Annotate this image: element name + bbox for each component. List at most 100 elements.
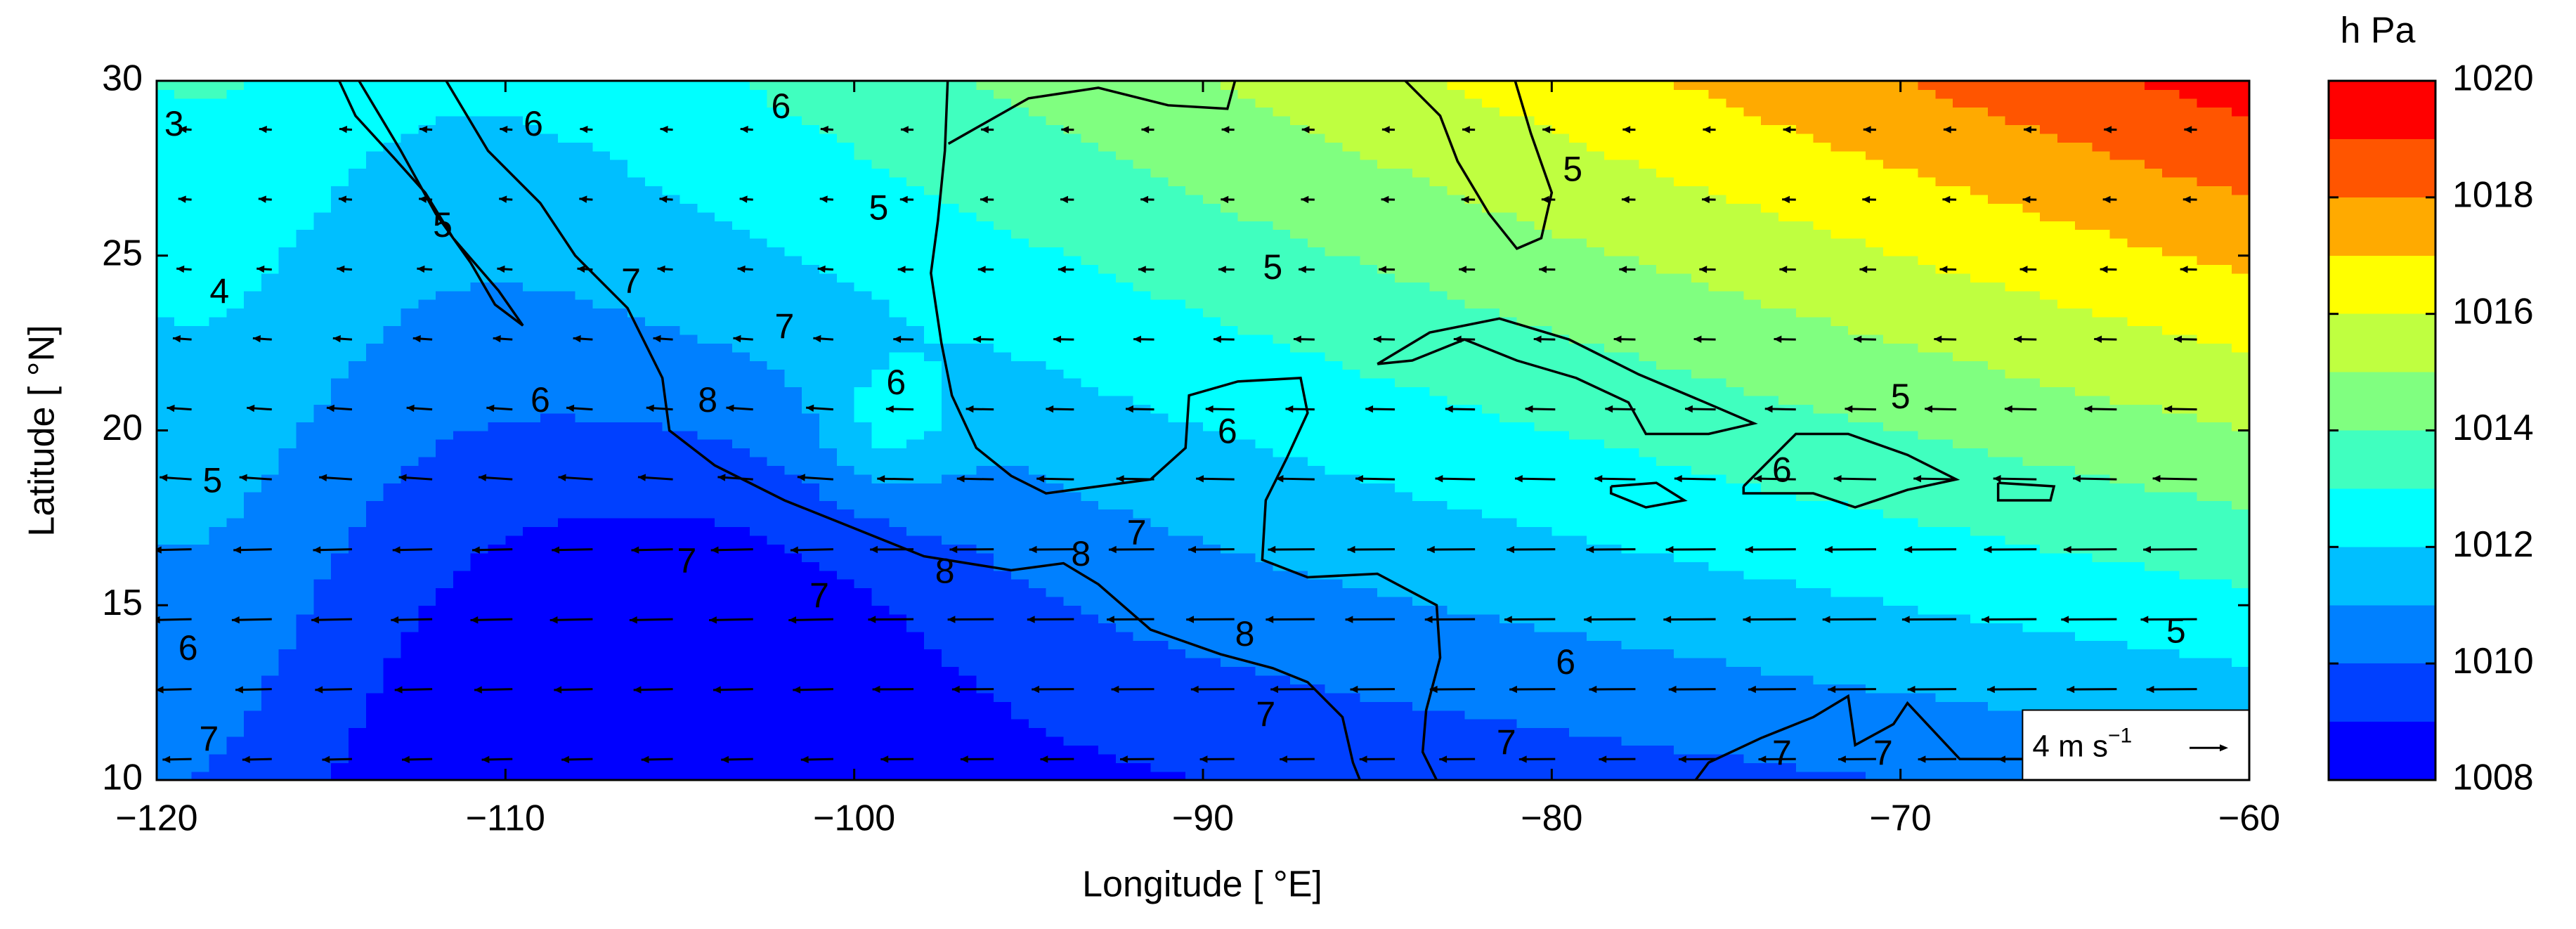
field-cell xyxy=(523,194,541,204)
field-cell xyxy=(296,526,315,536)
field-cell xyxy=(662,422,681,431)
field-cell xyxy=(679,386,698,396)
field-cell xyxy=(1046,81,1065,91)
field-cell xyxy=(662,762,681,772)
field-cell xyxy=(209,762,228,772)
field-cell xyxy=(1098,692,1117,702)
field-cell xyxy=(1185,448,1204,457)
field-cell xyxy=(976,238,994,248)
field-cell xyxy=(505,483,523,493)
field-cell xyxy=(1046,762,1065,772)
field-cell xyxy=(644,203,663,213)
field-cell xyxy=(365,491,384,501)
field-cell xyxy=(941,684,960,694)
field-cell xyxy=(976,762,994,772)
field-cell xyxy=(889,107,907,117)
field-cell xyxy=(836,736,855,746)
field-cell xyxy=(715,596,733,606)
field-cell xyxy=(313,194,332,204)
field-cell xyxy=(1185,517,1204,528)
field-cell xyxy=(209,474,228,483)
field-cell xyxy=(523,186,541,195)
field-cell xyxy=(871,509,890,519)
field-cell xyxy=(697,299,715,309)
field-cell xyxy=(1081,255,1099,265)
field-cell xyxy=(575,360,594,370)
field-cell xyxy=(296,142,315,152)
field-cell xyxy=(488,727,507,737)
field-cell xyxy=(906,203,925,213)
field-cell xyxy=(697,483,715,493)
field-cell xyxy=(331,491,349,501)
field-cell xyxy=(1185,308,1204,318)
field-cell xyxy=(976,377,994,388)
field-cell xyxy=(1011,212,1029,221)
field-cell xyxy=(662,247,681,256)
field-cell xyxy=(627,596,646,606)
field-cell xyxy=(819,623,838,632)
field-cell xyxy=(191,369,210,379)
field-cell xyxy=(958,334,977,344)
field-cell xyxy=(261,290,280,300)
field-cell xyxy=(767,623,786,632)
field-cell xyxy=(1063,578,1082,589)
field-cell xyxy=(436,753,454,763)
field-cell xyxy=(191,753,210,763)
field-cell xyxy=(836,203,855,213)
field-cell xyxy=(418,623,436,632)
field-cell xyxy=(557,194,576,204)
field-cell xyxy=(1028,552,1047,562)
field-cell xyxy=(365,203,384,213)
field-cell xyxy=(749,631,768,641)
field-cell xyxy=(679,395,698,405)
field-cell xyxy=(278,544,297,554)
field-cell xyxy=(365,675,384,684)
field-cell xyxy=(819,456,838,467)
field-cell xyxy=(453,657,471,668)
field-cell xyxy=(958,229,977,239)
field-cell xyxy=(592,762,611,772)
field-cell xyxy=(1063,229,1082,239)
field-cell xyxy=(278,491,297,501)
field-cell xyxy=(958,247,977,256)
field-cell xyxy=(191,623,210,632)
field-cell xyxy=(1046,142,1065,152)
field-cell xyxy=(244,98,262,108)
field-cell xyxy=(453,526,471,536)
field-cell xyxy=(575,273,594,282)
field-cell xyxy=(715,247,733,256)
field-cell xyxy=(906,89,925,99)
field-cell xyxy=(836,587,855,597)
field-cell xyxy=(557,710,576,720)
field-cell xyxy=(871,290,890,300)
field-cell xyxy=(1185,771,1204,780)
field-cell xyxy=(244,360,262,370)
field-cell xyxy=(1046,290,1065,300)
field-cell xyxy=(1133,448,1152,457)
field-cell xyxy=(644,159,663,169)
field-cell xyxy=(226,771,245,780)
field-cell xyxy=(383,517,402,528)
field-cell xyxy=(1081,133,1099,143)
field-cell xyxy=(383,535,402,545)
field-cell xyxy=(557,159,576,169)
field-cell xyxy=(296,395,315,405)
field-cell xyxy=(453,168,471,178)
field-cell xyxy=(296,509,315,519)
field-cell xyxy=(976,360,994,370)
field-cell xyxy=(1185,124,1204,134)
field-cell xyxy=(575,448,594,457)
field-cell xyxy=(470,316,489,327)
field-cell xyxy=(1203,631,1221,641)
field-cell xyxy=(418,771,436,780)
field-cell xyxy=(1046,596,1065,606)
field-cell xyxy=(296,412,315,422)
field-cell xyxy=(174,168,193,178)
field-cell xyxy=(278,395,297,405)
field-cell xyxy=(889,465,907,475)
field-cell xyxy=(331,107,349,117)
field-cell xyxy=(174,570,193,580)
field-cell xyxy=(1203,360,1221,370)
field-cell xyxy=(1028,736,1047,746)
field-cell xyxy=(313,535,332,545)
